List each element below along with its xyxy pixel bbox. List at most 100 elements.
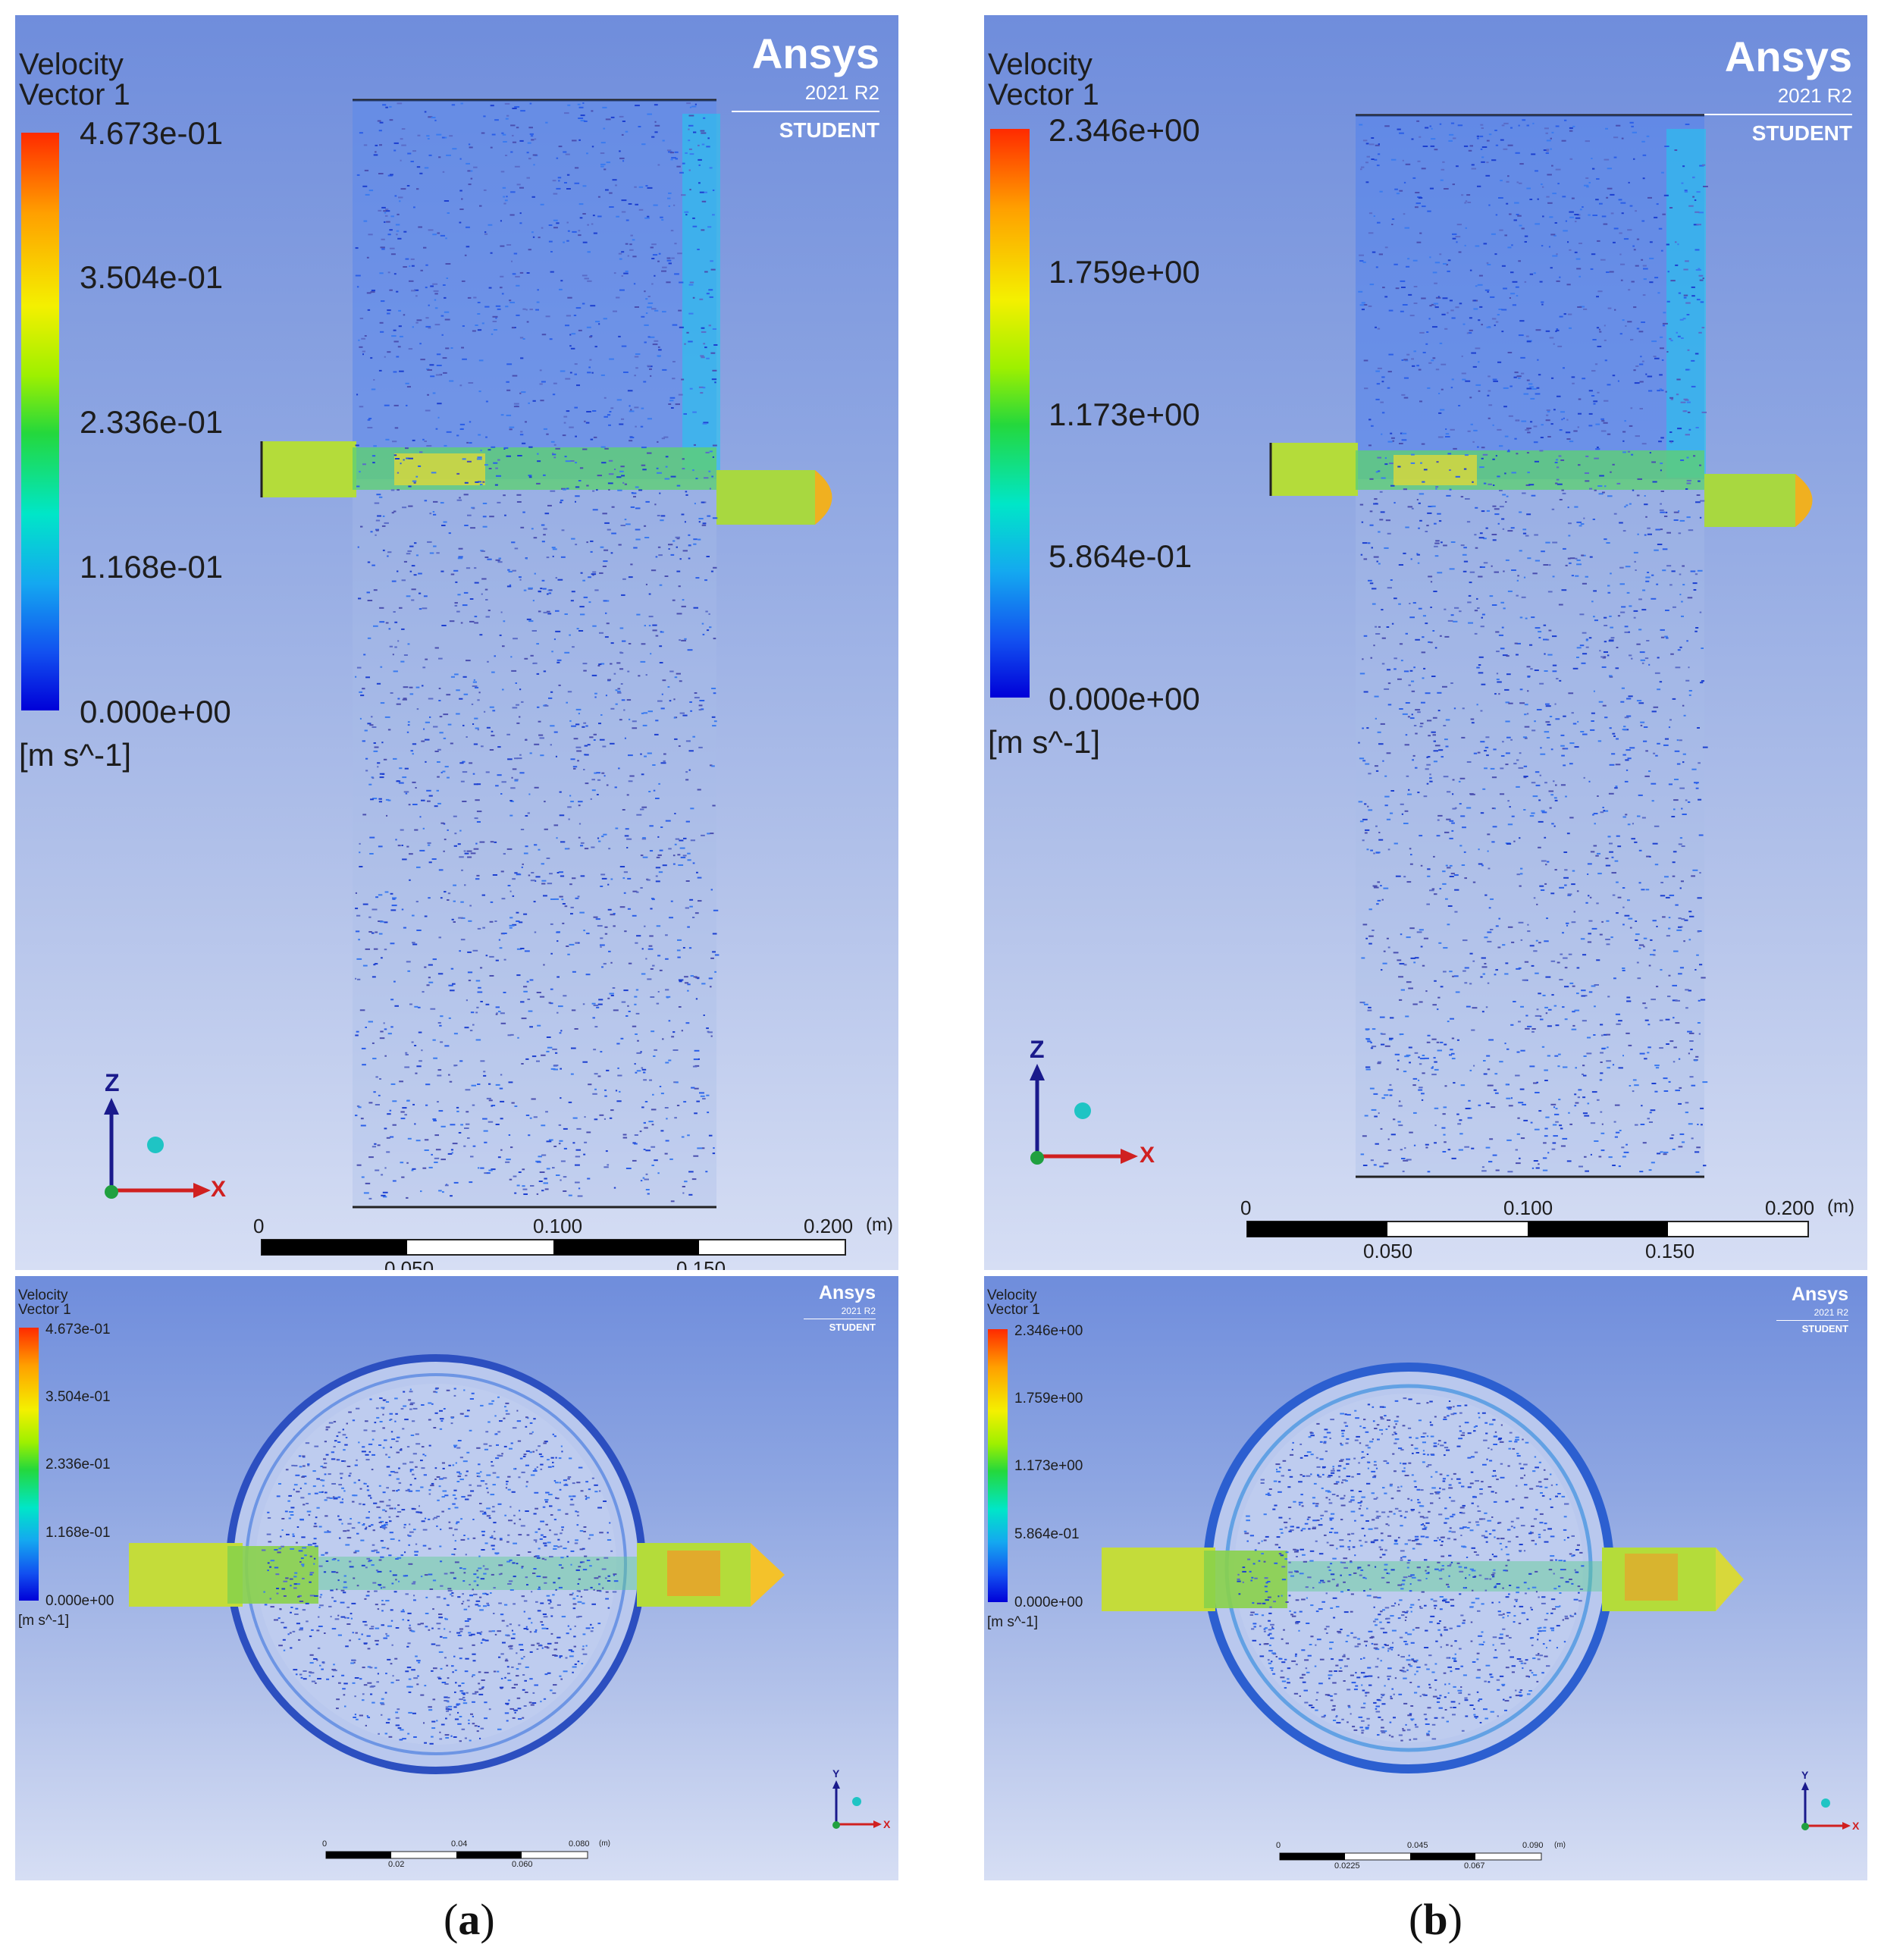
vector-glyph	[504, 102, 510, 105]
vector-glyph	[583, 596, 588, 598]
vector-glyph	[444, 1184, 449, 1187]
vector-glyph	[553, 898, 559, 900]
vector-glyph	[1641, 817, 1646, 819]
vector-glyph	[1585, 902, 1588, 904]
vector-glyph	[523, 1193, 528, 1195]
vector-glyph	[617, 489, 622, 491]
vector-glyph	[610, 707, 615, 710]
viewport-side-a[interactable]: Velocity Vector 1 4.673e-01 3.504e-01 2.3…	[15, 15, 898, 1270]
vector-glyph	[293, 1583, 297, 1585]
vector-glyph	[422, 991, 425, 993]
vector-glyph	[708, 325, 711, 327]
vector-glyph	[331, 1628, 337, 1630]
vector-glyph	[550, 988, 553, 990]
vector-glyph	[1408, 789, 1410, 791]
viewport-side-b[interactable]: Velocity Vector 1 2.346e+00 1.759e+00 1.1…	[984, 15, 1867, 1270]
vector-glyph	[714, 971, 716, 973]
vector-glyph	[1483, 243, 1488, 245]
vector-glyph	[384, 1127, 387, 1130]
vector-glyph	[428, 795, 433, 797]
vector-glyph	[467, 296, 472, 299]
vector-glyph	[1549, 216, 1553, 218]
vector-glyph	[1497, 522, 1500, 525]
vector-glyph	[669, 670, 674, 673]
vector-glyph	[1552, 664, 1557, 666]
vector-glyph	[1545, 705, 1551, 707]
vector-glyph	[362, 350, 365, 353]
vector-glyph	[454, 602, 458, 604]
vector-glyph	[541, 579, 545, 582]
vector-glyph	[395, 839, 397, 841]
vector-glyph	[1538, 631, 1542, 633]
vector-glyph	[575, 1164, 580, 1166]
vector-glyph	[1591, 712, 1595, 714]
vector-glyph	[629, 249, 634, 251]
axis-triad[interactable]	[984, 15, 1867, 1270]
vector-glyph	[1675, 666, 1681, 669]
vector-glyph	[1546, 409, 1550, 411]
vector-glyph	[1390, 579, 1393, 581]
vector-glyph	[1458, 251, 1462, 253]
vector-glyph	[417, 1006, 421, 1008]
vector-glyph	[384, 1167, 387, 1169]
vector-glyph	[1404, 227, 1409, 229]
vector-glyph	[1364, 387, 1368, 390]
vector-glyph	[515, 682, 517, 684]
vector-glyph	[1613, 1121, 1616, 1123]
vector-glyph	[1660, 629, 1665, 631]
vector-glyph	[1381, 663, 1385, 665]
vector-glyph	[478, 691, 481, 694]
vector-glyph	[1486, 140, 1490, 142]
vector-glyph	[687, 989, 689, 992]
vector-glyph	[1692, 176, 1695, 178]
vector-glyph	[693, 543, 697, 545]
vector-glyph	[711, 475, 713, 478]
vector-glyph	[1513, 840, 1516, 842]
vector-glyph	[1438, 393, 1441, 394]
vector-glyph	[383, 1022, 385, 1024]
vector-glyph	[690, 839, 695, 842]
vector-glyph	[365, 948, 370, 950]
vector-glyph	[453, 815, 457, 817]
vector-glyph	[687, 1134, 690, 1137]
vector-glyph	[1426, 903, 1430, 905]
vector-glyph	[436, 789, 439, 792]
vector-glyph	[519, 212, 522, 215]
vector-glyph	[564, 112, 569, 114]
vector-glyph	[525, 1626, 528, 1628]
vector-glyph	[632, 720, 637, 723]
vector-glyph	[647, 365, 651, 367]
vector-glyph	[1577, 306, 1582, 308]
vector-glyph	[660, 707, 665, 710]
vector-glyph	[485, 771, 490, 773]
vector-glyph	[512, 375, 518, 377]
vector-glyph	[1614, 309, 1616, 311]
vector-glyph	[476, 874, 480, 877]
vector-glyph	[411, 588, 416, 591]
vector-glyph	[313, 1563, 315, 1565]
vector-glyph	[712, 456, 714, 458]
vector-glyph	[578, 1187, 581, 1190]
viewport-top-a[interactable]: Velocity Vector 1 4.673e-01 3.504e-01 2.3…	[15, 1276, 898, 1880]
vector-glyph	[1409, 670, 1413, 672]
vector-glyph	[496, 1012, 498, 1014]
axis-triad[interactable]	[15, 15, 898, 1270]
vector-glyph	[1594, 1140, 1599, 1142]
vector-glyph	[1406, 265, 1410, 268]
vector-glyph	[1647, 1046, 1651, 1049]
vector-glyph	[433, 726, 438, 728]
vector-glyph	[560, 875, 565, 877]
vector-glyph	[543, 964, 545, 966]
vector-glyph	[1502, 741, 1504, 743]
vector-glyph	[511, 1687, 516, 1689]
vector-glyph	[463, 591, 469, 594]
vector-glyph	[610, 995, 614, 996]
vector-glyph	[1427, 1171, 1431, 1173]
vector-glyph	[1386, 626, 1390, 628]
vector-glyph	[406, 1196, 409, 1199]
vector-glyph	[481, 593, 483, 595]
vector-glyph	[1663, 194, 1669, 196]
vector-glyph	[1576, 521, 1582, 523]
vector-glyph	[1362, 760, 1366, 762]
vector-glyph	[703, 1014, 705, 1016]
